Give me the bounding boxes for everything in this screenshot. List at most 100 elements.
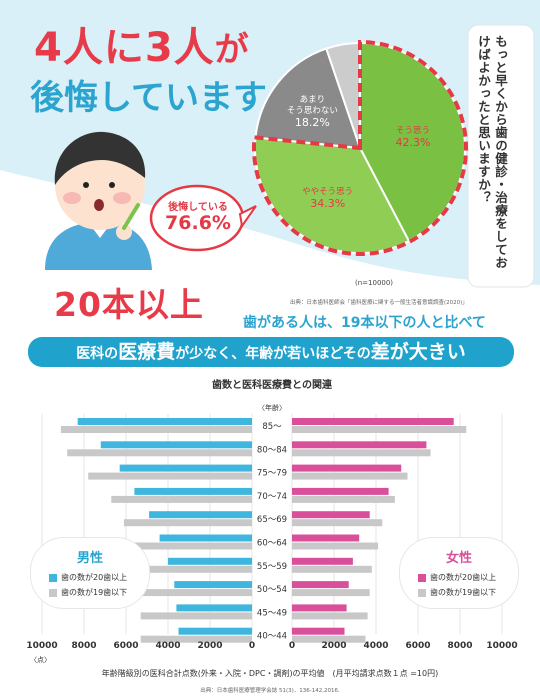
x-tick-left: 2000: [197, 641, 222, 651]
banner-text-d: 差が大きい: [370, 341, 466, 363]
bar-female-under19: [292, 519, 383, 527]
bar-male-20plus: [119, 464, 252, 472]
bar-source: 出典：日本歯科医療管理学会誌 51(3)．136-142,2016.: [200, 688, 340, 694]
legend-male-item1: 歯の数が20歯以上: [49, 572, 149, 583]
bar-female-under19: [292, 449, 431, 457]
bar-female-20plus: [292, 557, 353, 565]
age-category-label: 65〜69: [257, 515, 287, 525]
x-tick-right: 8000: [447, 641, 472, 651]
bar-female-20plus: [292, 487, 389, 495]
x-tick-right: 6000: [405, 641, 430, 651]
headline-number: 4人に3人: [34, 25, 215, 71]
legend-male-label2: 歯の数が19歯以下: [61, 588, 128, 597]
legend-female-label1: 歯の数が20歯以上: [430, 573, 497, 582]
legend-female-item2: 歯の数が19歯以下: [418, 587, 518, 598]
pie-value-2: 34.3%: [310, 197, 345, 210]
regret-badge-value: 76.6%: [165, 212, 231, 234]
x-tick-right: 10000: [486, 641, 517, 651]
legend-swatch: [418, 588, 426, 597]
age-category-label: 70〜74: [257, 492, 287, 502]
bar-female-20plus: [292, 441, 427, 449]
headline-line1: 4人に3人が: [34, 26, 250, 72]
banner-text-b: 医療費: [118, 341, 176, 363]
bar-male-20plus: [100, 441, 252, 449]
x-tick-left: 4000: [155, 641, 180, 651]
pie-label-3-2: そう思わない: [287, 106, 338, 116]
x-tick-left: 10000: [26, 641, 57, 651]
bar-male-under19: [88, 472, 252, 480]
bar-male-20plus: [134, 487, 252, 495]
pie-label-2: ややそう思う: [302, 187, 353, 197]
unit-label: 〈点〉: [30, 656, 51, 664]
bar-female-20plus: [292, 581, 349, 589]
legend-female: 女性 歯の数が20歯以上 歯の数が19歯以下: [399, 537, 519, 609]
age-category-label: 85〜: [262, 422, 282, 432]
bar-male-20plus: [159, 534, 252, 542]
bar-male-under19: [111, 495, 252, 503]
age-category-label: 50〜54: [257, 585, 287, 595]
bar-male-under19: [123, 519, 253, 527]
bar-female-20plus: [292, 511, 370, 519]
bar-male-under19: [140, 612, 252, 620]
age-category-label: 75〜79: [257, 469, 287, 479]
bar-male-under19: [134, 542, 252, 550]
footnote: 年齢階級別の医科合計点数(外来・入院・DPC・調剤)の平均値 (月平均請求点数１…: [101, 669, 439, 678]
banner-text-c: が少なく、年齢が若いほどその: [175, 346, 371, 362]
legend-male-item2: 歯の数が19歯以下: [49, 587, 149, 598]
bar-female-under19: [292, 426, 467, 433]
bar-female-under19: [292, 565, 372, 573]
bar-chart: 歯数と医科医療費との関連〈年齢〉 85〜 80〜84 75〜79 70〜74 65〜69 6…: [26, 378, 517, 651]
bar-female-under19: [292, 612, 368, 620]
section2-title-rest: 歯がある人は、19本以下の人と比べて: [243, 315, 486, 331]
bar-male-under19: [60, 426, 253, 433]
bar-male-under19: [138, 565, 252, 573]
bar-male-20plus: [178, 627, 252, 635]
banner-text-a: 医科の: [76, 346, 119, 362]
pie-label-1: そう思う: [396, 126, 430, 136]
bar-male-under19: [67, 449, 252, 457]
survey-question: もっと早くから歯の健診・治療をしておけばよかったと思いますか？: [476, 35, 508, 269]
boy-illustration-icon: [45, 131, 152, 270]
legend-swatch: [418, 573, 426, 582]
bar-female-20plus: [292, 418, 454, 425]
pie-chart: そう思う42.3%ややそう思う34.3%あまりそう思わない18.2%そう思わない…: [252, 39, 468, 256]
legend-female-title: 女性: [445, 551, 472, 566]
x-tick-right: 2000: [321, 641, 346, 651]
bar-male-20plus: [149, 511, 252, 519]
bar-female-under19: [292, 495, 395, 503]
x-tick-right: 0: [289, 641, 295, 651]
bar-female-20plus: [292, 464, 402, 472]
age-category-label: 55〜59: [257, 562, 287, 572]
age-axis-label: 〈年齢〉: [258, 403, 286, 412]
bar-male-under19: [140, 589, 252, 597]
bar-female-under19: [292, 472, 408, 480]
headline-line2: 後悔しています: [30, 78, 267, 118]
bar-female-20plus: [292, 604, 347, 612]
legend-female-item1: 歯の数が20歯以上: [418, 572, 518, 583]
age-category-label: 40〜44: [257, 632, 287, 642]
legend-swatch: [49, 588, 57, 597]
legend-male: 男性 歯の数が20歯以上 歯の数が19歯以下: [30, 537, 150, 609]
bar-male-20plus: [174, 581, 252, 589]
age-category-label: 45〜49: [257, 608, 287, 618]
legend-male-label1: 歯の数が20歯以上: [61, 573, 128, 582]
legend-male-title: 男性: [76, 551, 103, 566]
age-category-label: 60〜64: [257, 539, 287, 549]
bar-female-20plus: [292, 627, 345, 635]
badge-pointer: [238, 205, 257, 229]
headline-particle: が: [214, 30, 250, 70]
section2-title-big: 20本以上: [54, 285, 204, 324]
age-category-label: 80〜84: [257, 445, 287, 455]
question-card: [467, 24, 535, 288]
pie-label-3-1: あまり: [300, 95, 326, 105]
pie-value-1: 42.3%: [396, 136, 431, 149]
legend-swatch: [49, 573, 57, 582]
bar-female-under19: [292, 635, 366, 643]
pie-sample-size: (n=10000): [355, 279, 394, 287]
bar-female-20plus: [292, 534, 360, 542]
section2-banner: 医科の医療費が少なく、年齢が若いほどその差が大きい: [28, 337, 514, 367]
legend-female-label2: 歯の数が19歯以下: [430, 588, 497, 597]
x-tick-left: 6000: [113, 641, 138, 651]
